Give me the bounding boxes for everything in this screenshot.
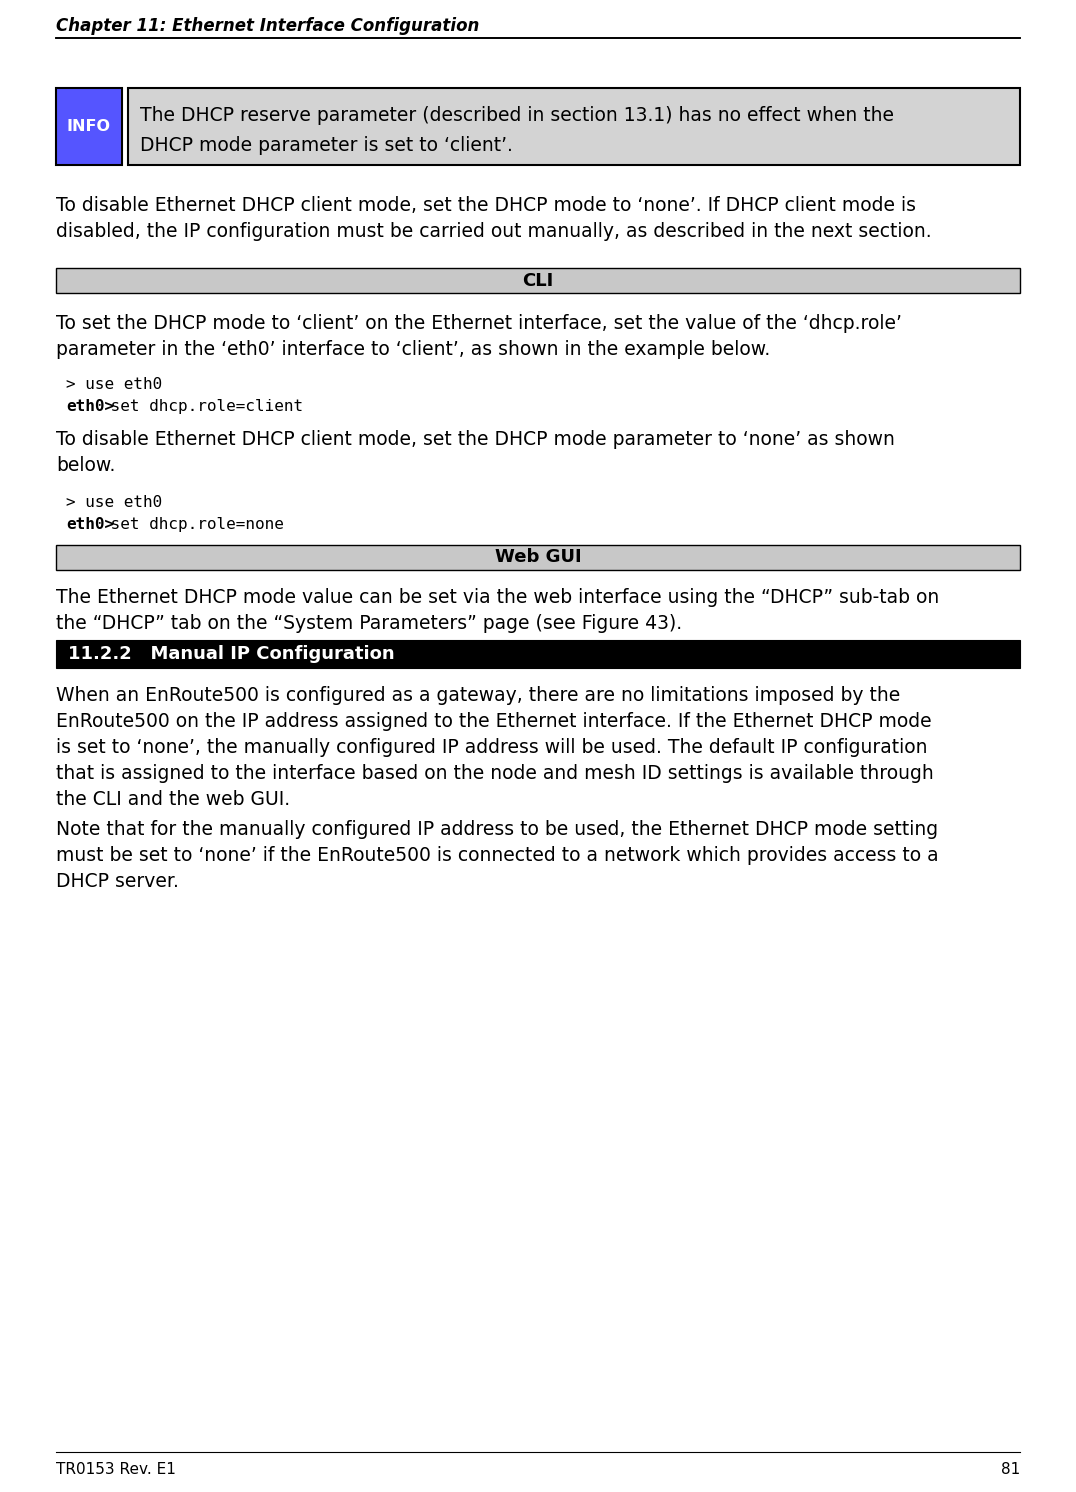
Text: parameter in the ‘eth0’ interface to ‘client’, as shown in the example below.: parameter in the ‘eth0’ interface to ‘cl… [56, 340, 770, 360]
Bar [56, 88, 122, 166]
Text: When an EnRoute500 is configured as a gateway, there are no limitations imposed : When an EnRoute500 is configured as a ga… [56, 686, 901, 706]
Text: must be set to ‘none’ if the EnRoute500 is connected to a network which provides: must be set to ‘none’ if the EnRoute500 … [56, 846, 938, 865]
Text: The Ethernet DHCP mode value can be set via the web interface using the “DHCP” s: The Ethernet DHCP mode value can be set … [56, 588, 939, 607]
Text: is set to ‘none’, the manually configured IP address will be used. The default I: is set to ‘none’, the manually configure… [56, 739, 928, 756]
Text: 81: 81 [1001, 1462, 1020, 1477]
Text: INFO: INFO [67, 119, 111, 134]
Text: To disable Ethernet DHCP client mode, set the DHCP mode to ‘none’. If DHCP clien: To disable Ethernet DHCP client mode, se… [56, 195, 916, 215]
Text: eth0>: eth0> [66, 398, 114, 413]
Text: below.: below. [56, 457, 115, 474]
Text: EnRoute500 on the IP address assigned to the Ethernet interface. If the Ethernet: EnRoute500 on the IP address assigned to… [56, 712, 932, 731]
Text: TR0153 Rev. E1: TR0153 Rev. E1 [56, 1462, 175, 1477]
Text: that is assigned to the interface based on the node and mesh ID settings is avai: that is assigned to the interface based … [56, 764, 934, 783]
Bar [56, 545, 1020, 570]
Text: DHCP server.: DHCP server. [56, 871, 179, 891]
Text: Web GUI: Web GUI [495, 549, 581, 567]
Text: CLI: CLI [522, 272, 554, 289]
Text: Note that for the manually configured IP address to be used, the Ethernet DHCP m: Note that for the manually configured IP… [56, 821, 938, 839]
Text: 11.2.2   Manual IP Configuration: 11.2.2 Manual IP Configuration [68, 645, 395, 662]
Text: disabled, the IP configuration must be carried out manually, as described in the: disabled, the IP configuration must be c… [56, 222, 932, 242]
Text: DHCP mode parameter is set to ‘client’.: DHCP mode parameter is set to ‘client’. [140, 136, 513, 155]
Text: The DHCP reserve parameter (described in section 13.1) has no effect when the: The DHCP reserve parameter (described in… [140, 106, 894, 125]
Text: Chapter 11: Ethernet Interface Configuration: Chapter 11: Ethernet Interface Configura… [56, 16, 480, 34]
Bar [128, 88, 1020, 166]
Text: > use eth0: > use eth0 [66, 495, 162, 510]
Bar [56, 640, 1020, 668]
Text: the CLI and the web GUI.: the CLI and the web GUI. [56, 789, 291, 809]
Bar [56, 269, 1020, 292]
Text: set dhcp.role=none: set dhcp.role=none [100, 518, 283, 533]
Text: > use eth0: > use eth0 [66, 377, 162, 392]
Text: To set the DHCP mode to ‘client’ on the Ethernet interface, set the value of the: To set the DHCP mode to ‘client’ on the … [56, 313, 902, 333]
Text: eth0>: eth0> [66, 518, 114, 533]
Text: the “DHCP” tab on the “System Parameters” page (see Figure 43).: the “DHCP” tab on the “System Parameters… [56, 615, 682, 633]
Text: set dhcp.role=client: set dhcp.role=client [100, 398, 302, 413]
Text: To disable Ethernet DHCP client mode, set the DHCP mode parameter to ‘none’ as s: To disable Ethernet DHCP client mode, se… [56, 430, 895, 449]
